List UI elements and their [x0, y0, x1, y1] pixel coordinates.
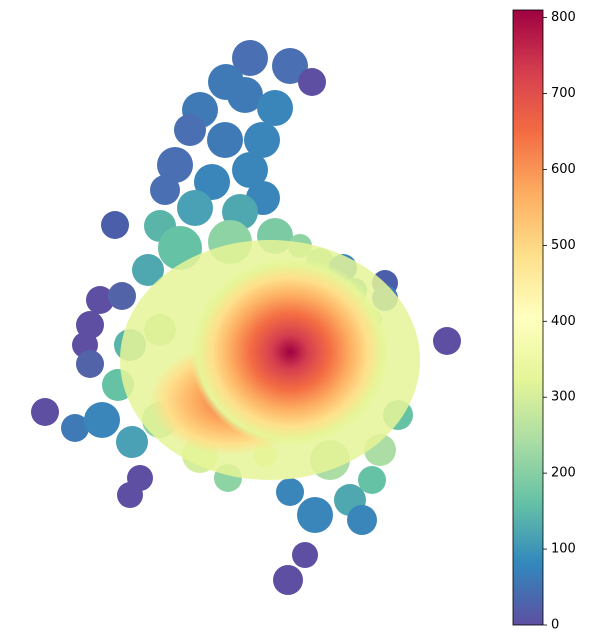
tick-label: 0 [551, 618, 559, 633]
colorbar: 0 100 200 300 400 500 600 700 800 [512, 9, 576, 633]
tick-label: 100 [551, 542, 576, 557]
tick-label: 400 [551, 314, 576, 329]
tick-label: 700 [551, 86, 576, 101]
core-area [190, 257, 390, 447]
tick-label: 300 [551, 390, 576, 405]
tick-label: 500 [551, 238, 576, 253]
map [31, 40, 461, 595]
tick-label: 800 [551, 10, 576, 25]
tick-label: 600 [551, 162, 576, 177]
colorbar-gradient [512, 9, 544, 626]
tick-label: 200 [551, 466, 576, 481]
